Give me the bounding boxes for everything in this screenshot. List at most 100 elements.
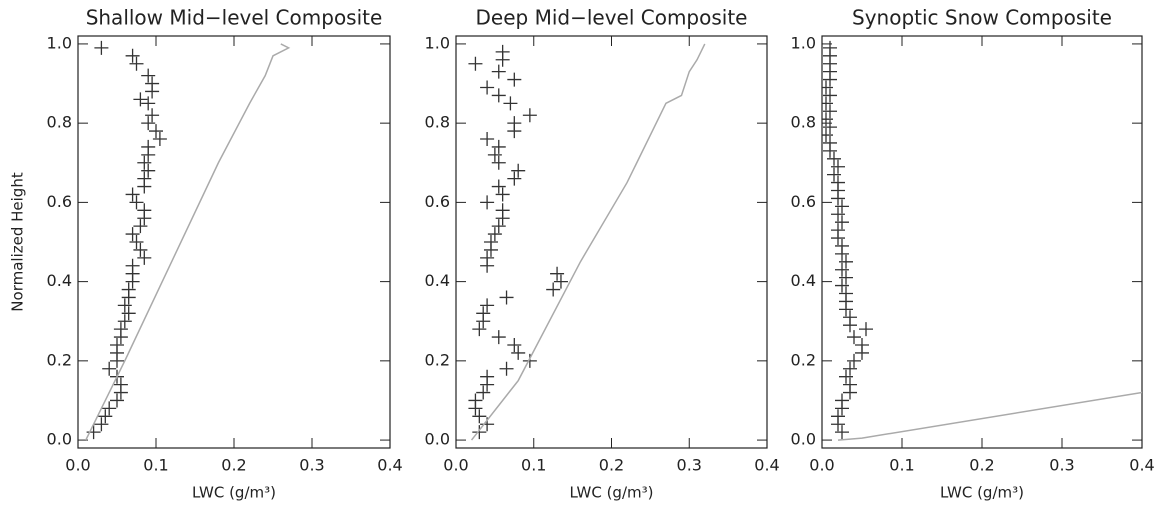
- plot-frame: [821, 35, 1143, 449]
- cross-marker: [823, 88, 837, 103]
- y-tick-label: 0.4: [425, 271, 450, 290]
- cross-marker: [495, 52, 510, 67]
- profile-line: [837, 391, 1142, 441]
- cross-marker: [491, 179, 506, 194]
- cross-marker: [491, 330, 506, 345]
- cross-marker: [113, 330, 128, 345]
- cross-marker: [507, 338, 522, 352]
- cross-marker: [98, 409, 113, 424]
- cross-marker: [152, 132, 167, 146]
- cross-marker: [499, 290, 514, 305]
- cross-marker: [835, 246, 849, 261]
- cross-marker: [487, 147, 502, 162]
- cross-marker: [129, 56, 144, 71]
- cross-marker: [472, 322, 487, 337]
- cross-marker: [835, 425, 849, 440]
- cross-marker: [546, 282, 561, 297]
- cross-marker: [522, 353, 537, 368]
- cross-marker: [831, 417, 845, 432]
- cross-marker: [480, 377, 495, 392]
- cross-marker: [831, 159, 845, 174]
- y-tick-label: 1.0: [425, 33, 450, 52]
- cross-marker: [472, 425, 487, 440]
- x-tick-label: 0.0: [65, 456, 90, 475]
- cross-marker: [859, 322, 873, 337]
- cross-marker: [822, 112, 833, 127]
- cross-marker: [141, 163, 156, 178]
- cross-marker: [133, 219, 148, 234]
- cross-marker: [149, 124, 163, 139]
- cross-marker: [480, 298, 495, 313]
- cross-marker: [137, 155, 152, 170]
- plot-frame: [77, 35, 391, 449]
- cross-marker: [491, 155, 506, 170]
- cross-marker: [835, 199, 849, 214]
- cross-marker: [102, 401, 117, 416]
- y-tick-label: 0.4: [47, 271, 72, 290]
- cross-marker: [472, 409, 487, 424]
- x-tick-label: 0.3: [677, 456, 702, 475]
- cross-marker: [110, 393, 124, 408]
- x-tick-label: 0.1: [889, 456, 914, 475]
- cross-marker: [827, 151, 841, 166]
- cross-marker: [117, 314, 132, 329]
- x-axis-label: LWC (g/m³): [192, 484, 276, 502]
- cross-marker: [511, 345, 526, 360]
- cross-marker: [839, 254, 853, 269]
- cross-marker: [839, 270, 853, 285]
- x-tick-label: 0.0: [809, 456, 834, 475]
- x-tick-label: 0.1: [521, 456, 546, 475]
- cross-marker: [522, 108, 537, 123]
- cross-marker: [129, 195, 144, 210]
- cross-marker: [847, 353, 861, 368]
- cross-marker: [476, 385, 491, 400]
- y-tick-label: 1.0: [791, 33, 816, 52]
- x-tick-label: 0.3: [299, 456, 324, 475]
- cross-marker: [507, 171, 522, 186]
- cross-marker: [831, 191, 845, 206]
- cross-marker: [843, 361, 857, 376]
- y-tick-label: 0.2: [791, 350, 816, 369]
- chart-title: Deep Mid−level Composite: [476, 6, 748, 30]
- cross-marker: [507, 124, 522, 139]
- cross-marker: [125, 274, 140, 289]
- x-axis-label: LWC (g/m³): [940, 484, 1024, 502]
- cross-marker: [553, 274, 568, 289]
- cross-marker: [835, 278, 849, 293]
- cross-marker: [125, 227, 140, 242]
- y-tick-label: 0.6: [791, 192, 816, 211]
- x-tick-label: 0.4: [377, 456, 402, 475]
- cross-marker: [835, 401, 849, 416]
- cross-marker: [86, 425, 101, 440]
- cross-marker: [468, 401, 483, 416]
- y-tick-label: 1.0: [47, 33, 72, 52]
- cross-marker: [133, 242, 148, 257]
- cross-marker: [503, 96, 518, 111]
- cross-marker: [141, 96, 156, 111]
- x-tick-label: 0.3: [1049, 456, 1074, 475]
- y-tick-label: 0.0: [791, 430, 816, 449]
- cross-marker: [507, 72, 522, 87]
- cross-marker: [133, 92, 148, 107]
- cross-marker: [480, 258, 495, 273]
- cross-marker: [495, 211, 510, 226]
- cross-marker: [491, 219, 506, 234]
- x-tick-label: 0.0: [443, 456, 468, 475]
- cross-marker: [491, 88, 506, 103]
- x-tick-label: 0.2: [969, 456, 994, 475]
- y-tick-label: 0.2: [47, 350, 72, 369]
- cross-marker: [487, 227, 502, 242]
- cross-marker: [511, 163, 526, 178]
- profile-line: [85, 43, 291, 441]
- x-tick-label: 0.2: [221, 456, 246, 475]
- cross-marker: [839, 369, 853, 384]
- cross-marker: [480, 132, 495, 146]
- cross-marker: [94, 40, 109, 55]
- x-tick-label: 0.4: [754, 456, 779, 475]
- y-tick-label: 0.2: [425, 350, 450, 369]
- y-tick-label: 0.8: [47, 113, 72, 132]
- cross-marker: [499, 361, 514, 376]
- cross-marker: [476, 314, 491, 329]
- cross-marker: [835, 215, 849, 230]
